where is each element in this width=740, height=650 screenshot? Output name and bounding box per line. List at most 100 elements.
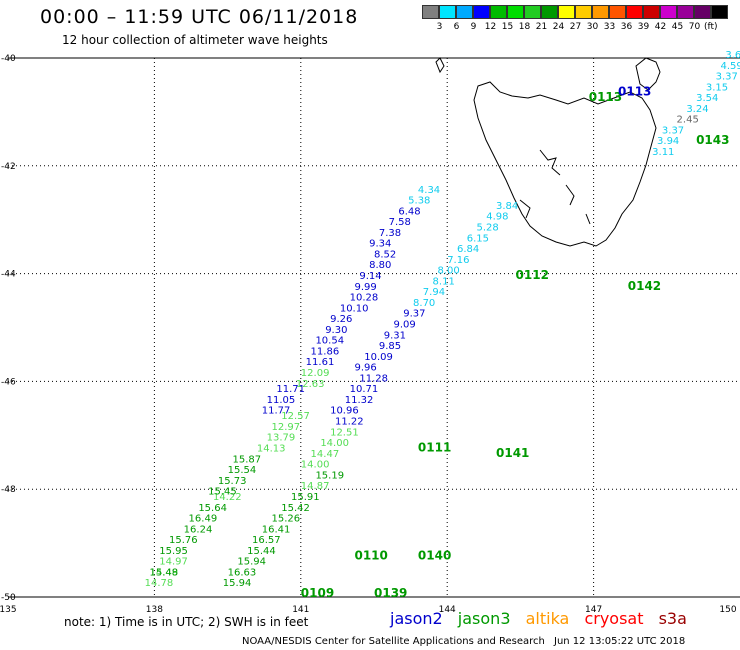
wave-height-value: 14.00 <box>301 460 330 471</box>
wave-height-value: 15.44 <box>247 546 276 557</box>
wave-height-value: 9.26 <box>330 314 352 325</box>
wave-height-value: 8.11 <box>433 276 455 287</box>
wave-height-value: 13.79 <box>267 433 296 444</box>
color-swatch <box>507 5 524 19</box>
map-subtitle: 12 hour collection of altimeter wave hei… <box>62 33 328 47</box>
color-swatch <box>660 5 677 19</box>
wave-height-value: 11.77 <box>262 406 291 417</box>
wave-height-value: 9.34 <box>369 239 391 250</box>
map-title: 00:00 – 11:59 UTC 06/11/2018 <box>40 6 359 28</box>
note-text: note: 1) Time is in UTC; 2) SWH is in fe… <box>64 615 309 629</box>
wave-height-value: 16.41 <box>262 524 291 535</box>
color-scale-label: 42 <box>654 22 667 32</box>
color-scale-label: 18 <box>518 22 531 32</box>
pass-number-label: 0112 <box>516 268 549 282</box>
wave-height-value: 15.48 <box>150 567 179 578</box>
wave-height-value: 14.78 <box>145 578 174 589</box>
color-scale-label: 39 <box>637 22 650 32</box>
wave-height-value: 16.24 <box>184 524 213 535</box>
wave-height-value: 14.87 <box>301 481 330 492</box>
wave-height-value: 6.48 <box>398 206 420 217</box>
color-scale-bar <box>422 5 728 19</box>
color-scale-label: 21 <box>535 22 548 32</box>
color-scale-label: 12 <box>484 22 497 32</box>
color-scale-label: 70 <box>688 22 701 32</box>
color-swatch <box>677 5 694 19</box>
color-swatch <box>609 5 626 19</box>
wave-height-value: 3.54 <box>696 93 718 104</box>
wave-height-value: 3.15 <box>706 82 728 93</box>
wave-height-value: 15.87 <box>232 454 261 465</box>
wave-height-value: 4.34 <box>418 185 440 196</box>
wave-height-value: 14.47 <box>311 449 340 460</box>
color-scale-labels: 3 6 9 12 15 18 21 24 27 30 33 36 39 42 45 70 <box>422 22 740 36</box>
wave-height-value: 8.80 <box>369 260 391 271</box>
wave-height-value: 3.11 <box>652 147 674 158</box>
wave-height-value: 12.97 <box>272 422 301 433</box>
color-scale-label: 3 <box>436 22 443 32</box>
wave-height-value: 4.59 <box>720 61 740 72</box>
wave-height-value: 10.28 <box>350 293 379 304</box>
color-scale-label: 24 <box>552 22 565 32</box>
wave-height-value: 7.58 <box>389 217 411 228</box>
wave-height-value: 16.57 <box>252 535 281 546</box>
wave-height-value: 11.71 <box>276 384 305 395</box>
wave-height-value: 15.94 <box>237 557 266 568</box>
wave-height-value: 12.09 <box>301 368 330 379</box>
wave-height-value: 14.13 <box>257 443 286 454</box>
tasmania-outline <box>473 81 657 247</box>
pass-number-label: 0113 <box>589 90 622 104</box>
pass-number-label: 0139 <box>374 586 407 600</box>
x-tick-label: 138 <box>146 605 163 615</box>
king-island <box>435 57 445 74</box>
color-swatch <box>626 5 643 19</box>
wave-height-value: 10.54 <box>315 336 344 347</box>
color-scale-label: 30 <box>586 22 599 32</box>
wave-height-value: 11.28 <box>359 373 388 384</box>
wave-height-value: 14.00 <box>320 438 349 449</box>
wave-height-value: 14.22 <box>213 492 242 503</box>
color-swatch <box>541 5 558 19</box>
color-swatch <box>524 5 541 19</box>
color-swatch <box>422 5 439 19</box>
legend-jason3: jason3 <box>457 609 511 628</box>
wave-height-value: 9.37 <box>403 309 425 320</box>
wave-height-value: 8.52 <box>374 249 396 260</box>
color-scale-label: 6 <box>453 22 460 32</box>
color-scale-label: 9 <box>470 22 477 32</box>
wave-height-value: 16.63 <box>228 567 257 578</box>
wave-height-value: 11.61 <box>306 357 335 368</box>
x-tick-label: 141 <box>292 605 309 615</box>
wave-height-value: 9.96 <box>354 363 376 374</box>
wave-height-value: 8.00 <box>437 266 459 277</box>
legend-altika: altika <box>525 609 570 628</box>
wave-height-value: 5.28 <box>476 222 498 233</box>
legend-cryosat: cryosat <box>584 609 644 628</box>
wave-height-value: 6.84 <box>457 244 479 255</box>
wave-height-value: 9.09 <box>394 320 416 331</box>
wave-height-value: 15.42 <box>281 503 310 514</box>
color-swatch <box>711 5 728 19</box>
pass-number-label: 0113 <box>618 85 651 99</box>
wave-height-value: 15.94 <box>223 578 252 589</box>
color-scale-label: 27 <box>569 22 582 32</box>
wave-height-value: 3.94 <box>657 136 679 147</box>
color-swatch <box>558 5 575 19</box>
tasmania-coastline <box>435 57 661 247</box>
inner-lakes <box>519 149 591 225</box>
x-tick-label: 147 <box>585 605 602 615</box>
wave-height-value: 5.38 <box>408 196 430 207</box>
footer-credit: NOAA/NESDIS Center for Satellite Applica… <box>242 636 545 647</box>
wave-height-value: 10.96 <box>330 406 359 417</box>
wave-height-value: 15.76 <box>169 535 198 546</box>
x-tick-label: 135 <box>0 605 17 615</box>
wave-height-value: 7.16 <box>447 255 469 266</box>
color-swatch <box>473 5 490 19</box>
pass-number-label: 0142 <box>628 279 661 293</box>
footer-timestamp: Jun 12 13:05:22 UTC 2018 <box>554 636 686 647</box>
lat-lon-grid <box>8 57 740 598</box>
wave-height-value: 10.10 <box>340 303 369 314</box>
wave-height-value: 12.63 <box>296 379 325 390</box>
